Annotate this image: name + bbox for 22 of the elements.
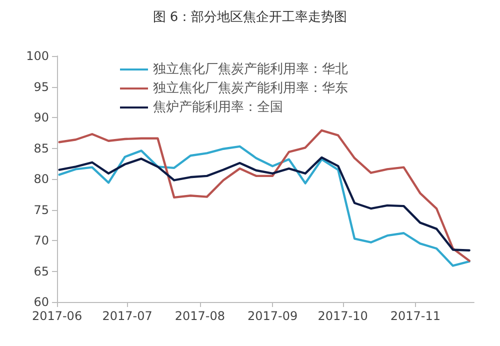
x-tick-label: 2017-09 xyxy=(247,309,298,323)
x-tick-label: 2017-10 xyxy=(318,309,368,323)
line-series xyxy=(58,129,470,262)
chart-title: 图 6：部分地区焦企开工率走势图 xyxy=(152,9,348,25)
x-tick-label: 2017-06 xyxy=(32,309,82,323)
y-tick-label: 75 xyxy=(34,202,49,217)
legend-label: 独立焦化厂焦炭产能利用率：华北 xyxy=(153,61,348,77)
y-tick-label: 95 xyxy=(34,80,49,94)
y-tick-label: 90 xyxy=(34,110,49,124)
y-tick-label: 65 xyxy=(34,264,49,278)
x-tick-label: 2017-07 xyxy=(102,309,152,323)
x-tick-label: 2017-11 xyxy=(390,309,441,323)
y-tick-label: 60 xyxy=(34,295,49,309)
line-series xyxy=(58,145,470,267)
y-tick-label: 85 xyxy=(34,141,49,156)
line-series xyxy=(58,156,470,252)
legend-label: 焦炉产能利用率：全国 xyxy=(153,99,283,115)
y-tick-label: 80 xyxy=(34,172,49,186)
x-tick-label: 2017-08 xyxy=(174,309,225,323)
y-tick-label: 100 xyxy=(26,49,49,63)
legend-label: 独立焦化厂焦炭产能利用率：华东 xyxy=(153,80,348,96)
y-tick-label: 70 xyxy=(34,234,49,248)
